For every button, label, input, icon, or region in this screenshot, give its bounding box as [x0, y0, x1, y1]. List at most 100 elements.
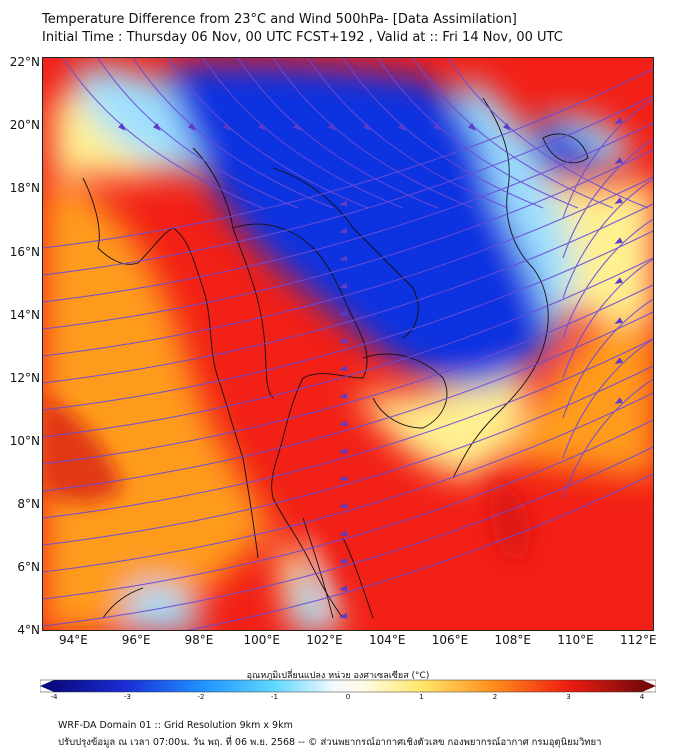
- streamline: [43, 68, 653, 249]
- cambodia-outline: [362, 353, 448, 429]
- wind-arrow: [339, 255, 348, 262]
- wind-arrow: [328, 123, 336, 131]
- lat-label: 14°N: [9, 307, 40, 322]
- thailand-outline: [232, 223, 368, 619]
- streamline: [562, 138, 653, 259]
- wind-arrow: [339, 612, 348, 619]
- streamline: [43, 446, 653, 627]
- streamline: [43, 392, 653, 573]
- colorbar-tick-label: 0: [345, 693, 351, 701]
- streamline: [43, 149, 653, 330]
- blue-zone-core: [163, 63, 553, 389]
- streamline: [307, 58, 509, 209]
- lon-label: 112°E: [620, 633, 657, 647]
- wind-arrow: [339, 227, 348, 234]
- wind-arrow: [339, 502, 348, 509]
- streamline: [342, 58, 544, 209]
- streamline: [562, 298, 653, 419]
- wind-arrow: [339, 585, 348, 592]
- lon-label: 102°E: [306, 633, 343, 647]
- colorbar-extend-min: [40, 680, 54, 692]
- lon-label: 108°E: [494, 633, 532, 647]
- lat-label: 6°N: [17, 559, 40, 574]
- lat-label: 10°N: [9, 433, 40, 448]
- yellow-zone-gulf: [353, 358, 526, 478]
- light-blue-zone-south: [123, 584, 203, 630]
- lat-label: 16°N: [9, 244, 40, 259]
- wind-arrow: [614, 357, 623, 364]
- map-title: Temperature Difference from 23°C and Win…: [42, 12, 517, 27]
- lon-label: 98°E: [184, 633, 214, 647]
- footer-model-info: WRF-DA Domain 01 :: Grid Resolution 9km …: [58, 720, 293, 731]
- footer-credit: ปรับปรุงข้อมูล ณ เวลา 07:00น. วัน พฤ. ที…: [58, 737, 602, 748]
- streamline: [412, 58, 614, 209]
- streamline: [562, 378, 653, 499]
- wind-arrow: [339, 200, 348, 207]
- lon-label: 106°E: [431, 633, 469, 647]
- lat-label: 18°N: [9, 181, 40, 196]
- wind-arrow: [433, 123, 441, 131]
- wind-arrow: [339, 420, 348, 427]
- colorbar-tick-label: -2: [197, 693, 205, 701]
- wind-arrow: [468, 123, 476, 131]
- streamline: [562, 218, 653, 339]
- lon-label: 94°E: [58, 633, 88, 647]
- wind-arrow: [614, 157, 623, 164]
- wind-arrow: [339, 310, 348, 317]
- streamline: [132, 58, 334, 209]
- sumatra-coast: [102, 587, 144, 619]
- streamline: [43, 257, 653, 438]
- wind-arrow: [339, 392, 348, 399]
- colorbar-title: อุณหภูมิเปลี่ยนแปลง หน่วย องศาเซลเซียส (…: [246, 671, 430, 681]
- colorbar-tick-label: 4: [639, 693, 645, 701]
- coastlines-and-borders: [82, 97, 589, 619]
- wind-arrow: [339, 447, 348, 454]
- streamline: [43, 284, 653, 465]
- colorbar-tick-label: 3: [566, 693, 571, 701]
- streamline: [43, 311, 653, 492]
- streamline: [562, 178, 653, 299]
- streamline: [377, 58, 579, 209]
- streamline: [43, 365, 653, 546]
- colorbar-tick-label: -1: [271, 693, 278, 701]
- lat-label: 12°N: [9, 370, 40, 385]
- streamline: [562, 338, 653, 459]
- wind-arrow: [339, 282, 348, 289]
- colorbar-outline: [40, 679, 656, 693]
- wind-arrow: [188, 123, 196, 131]
- wind-arrow: [503, 123, 511, 131]
- streamline: [272, 58, 474, 209]
- wind-arrow: [153, 123, 161, 131]
- lon-label: 96°E: [121, 633, 151, 647]
- colorbar-tick-label: -4: [50, 693, 58, 701]
- deep-red-patch-east: [490, 478, 532, 560]
- streamline: [62, 58, 264, 209]
- blue-zone-gulf-tonkin: [533, 125, 603, 174]
- colorbar: [40, 679, 656, 693]
- wind-arrow: [614, 317, 623, 324]
- hainan-outline: [542, 133, 589, 164]
- lon-label: 100°E: [243, 633, 280, 647]
- laos-outline: [272, 167, 419, 339]
- lat-label: 20°N: [9, 118, 40, 133]
- colorbar-extend-max: [642, 680, 656, 692]
- streamline: [43, 95, 653, 276]
- streamline: [202, 58, 404, 209]
- streamline: [167, 58, 369, 209]
- wind-arrow: [118, 123, 126, 131]
- map-canvas: [43, 58, 653, 630]
- streamline: [43, 122, 653, 303]
- map-panel[interactable]: [42, 57, 654, 631]
- lat-label: 4°N: [17, 623, 40, 637]
- wind-arrow: [614, 197, 623, 204]
- streamline: [43, 230, 653, 411]
- colorbar-tick-label: 2: [492, 693, 498, 701]
- map-subtitle: Initial Time : Thursday 06 Nov, 00 UTC F…: [42, 30, 563, 45]
- colorbar-gradient: [54, 680, 642, 692]
- lat-label: 8°N: [17, 496, 40, 511]
- lat-label: 22°N: [9, 55, 40, 70]
- wind-arrow: [339, 365, 348, 372]
- wind-arrow: [614, 397, 623, 404]
- colorbar-tick-label: 1: [419, 693, 424, 701]
- colorbar-tick-label: -3: [124, 693, 131, 701]
